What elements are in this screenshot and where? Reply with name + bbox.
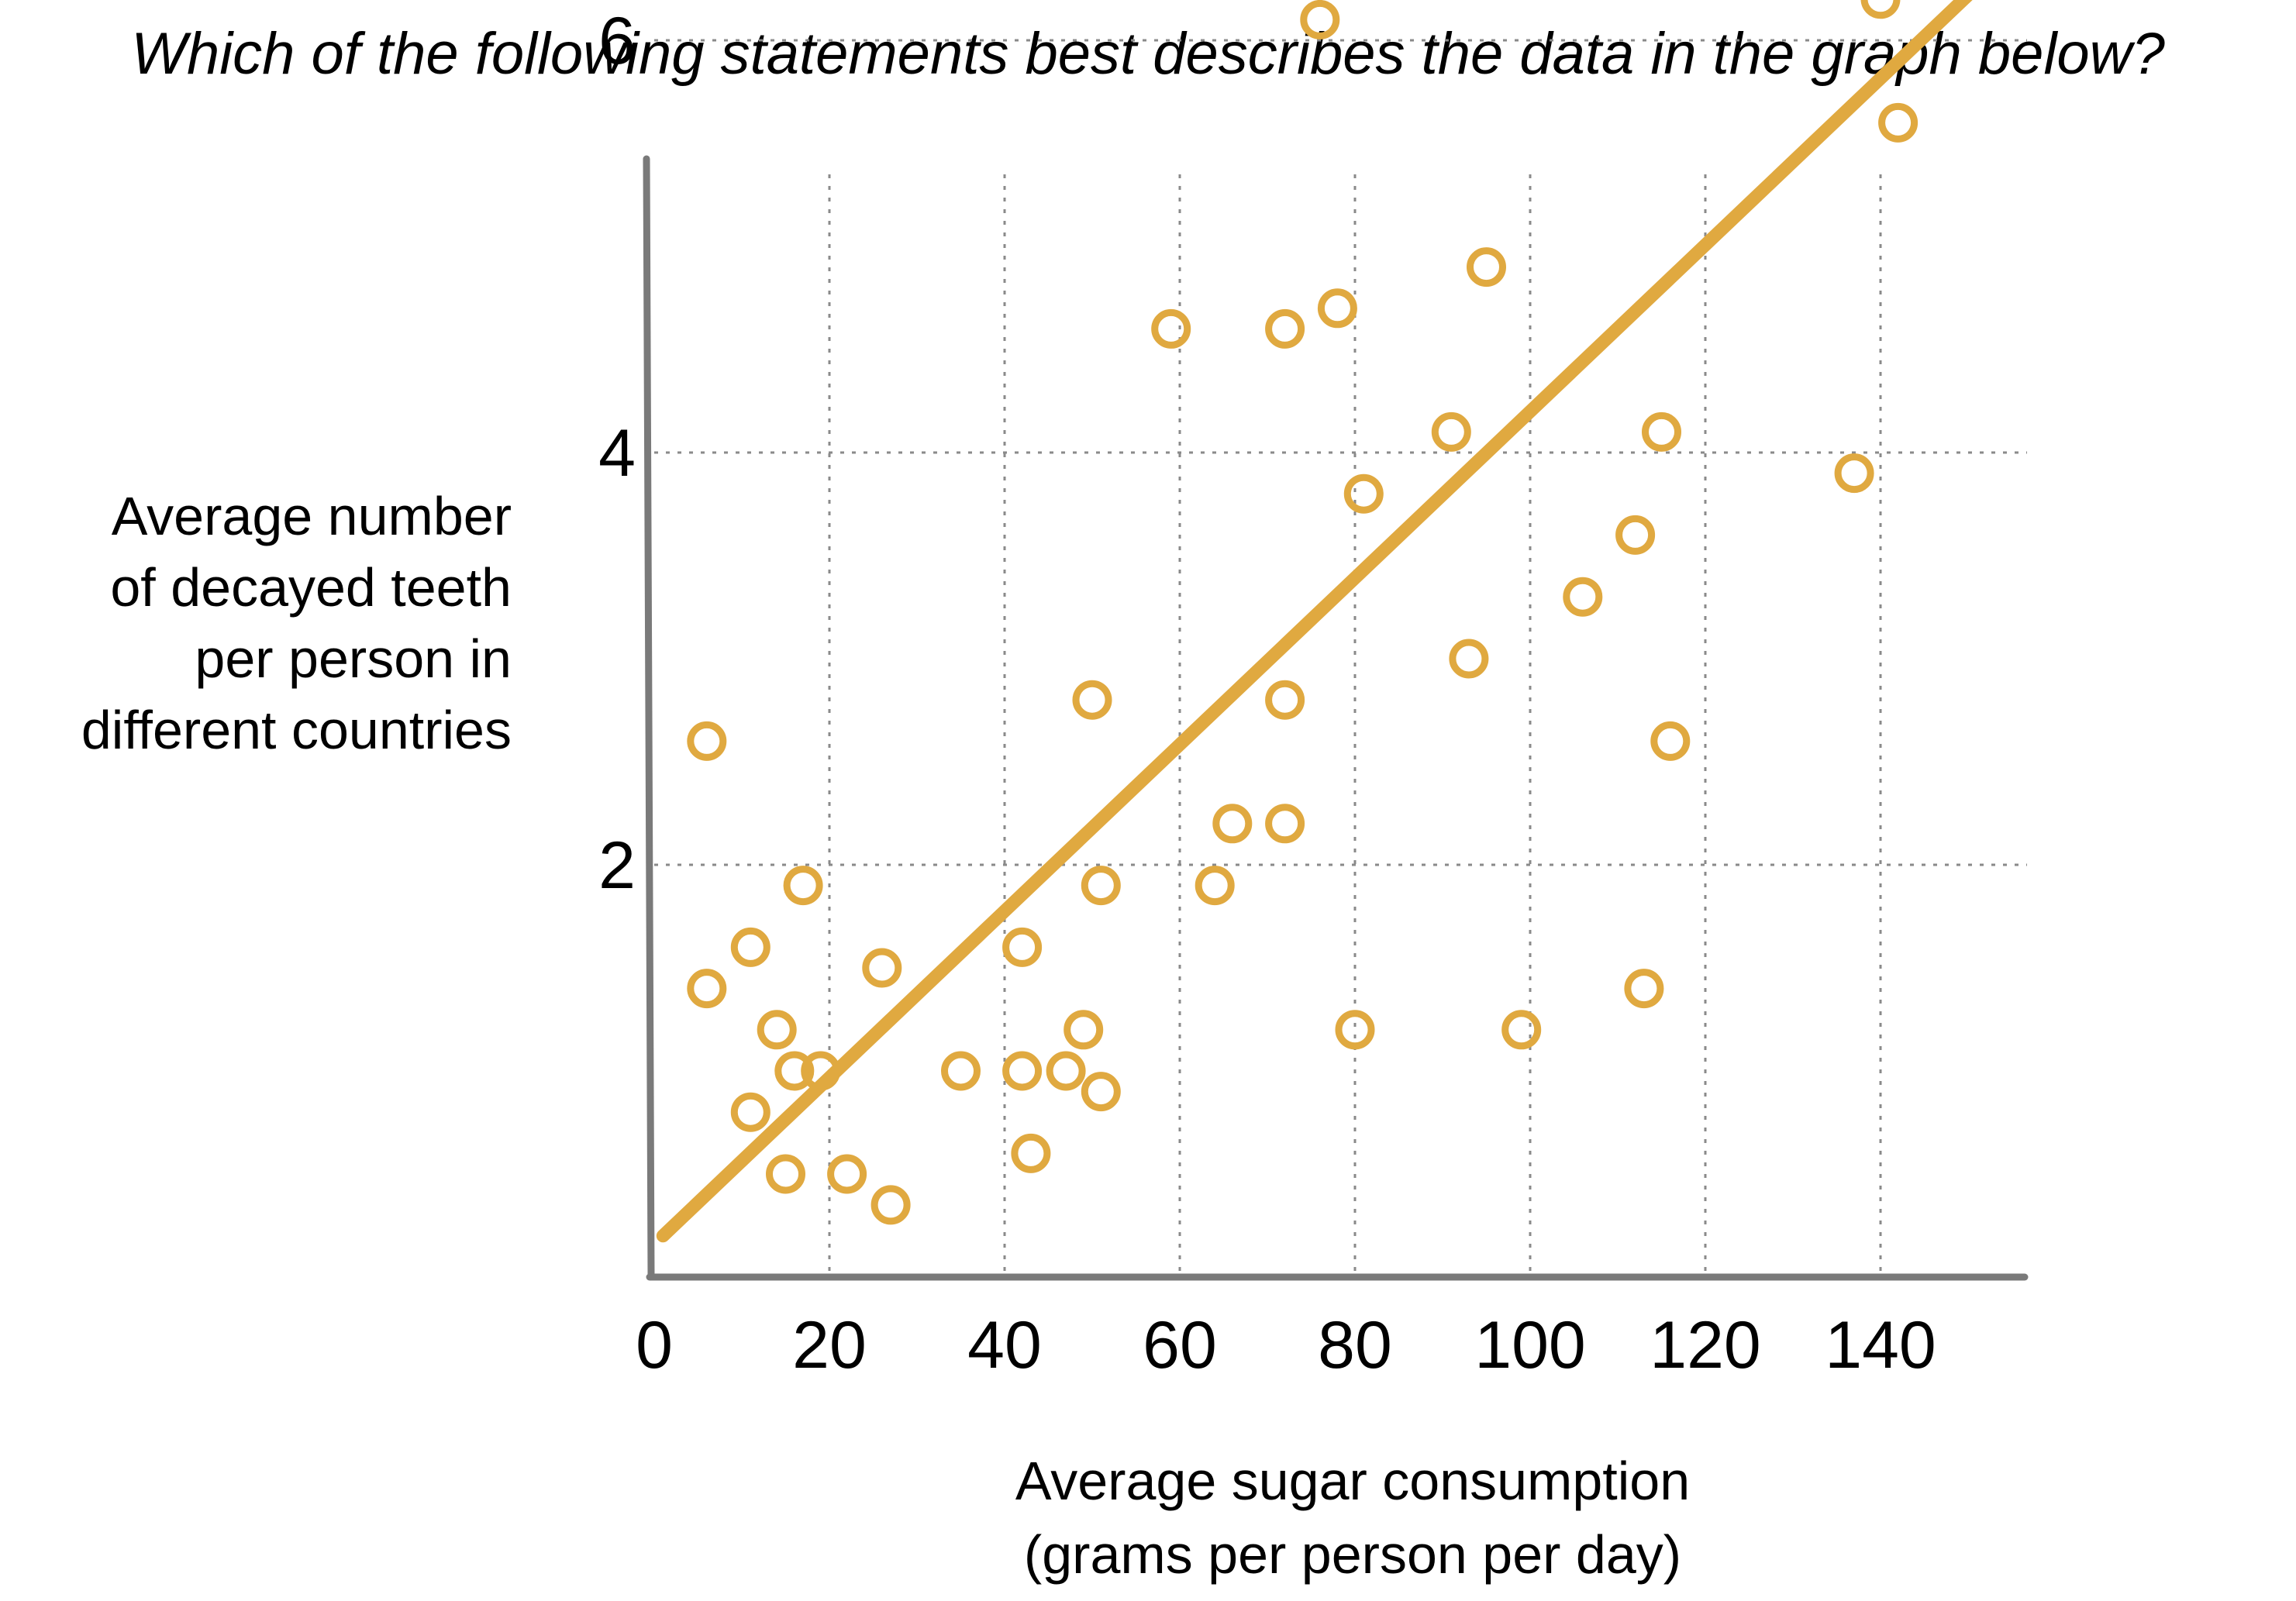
x-tick-label: 0	[636, 1308, 673, 1382]
data-point	[757, 1010, 797, 1050]
data-point	[862, 948, 902, 988]
x-axis-title: Average sugar consumption (grams per per…	[1015, 1451, 1690, 1585]
data-point	[1081, 1072, 1121, 1112]
data-point	[827, 1154, 867, 1194]
data-point	[941, 1051, 981, 1091]
data-point	[730, 927, 771, 967]
data-point	[1878, 102, 1919, 143]
data-point	[1002, 927, 1043, 967]
data-point	[1642, 411, 1681, 452]
trend-line	[656, 0, 1973, 1243]
data-point	[1064, 1010, 1104, 1050]
y-axis-title: Average number of decayed teeth per pers…	[81, 486, 512, 760]
data-point	[1834, 453, 1874, 494]
data-point	[1046, 1051, 1086, 1091]
data-point	[1002, 1051, 1043, 1091]
data-point	[1501, 1010, 1542, 1050]
y-tick-label: 6	[598, 4, 636, 78]
data-point	[1449, 639, 1489, 679]
data-point	[1615, 515, 1656, 555]
data-point	[766, 1154, 805, 1194]
grid-lines	[654, 39, 2027, 1277]
data-point	[783, 866, 823, 906]
y-axis-title-line: Average number	[112, 486, 512, 546]
data-point	[1860, 0, 1901, 19]
data-point	[1650, 721, 1691, 761]
axes	[643, 155, 2029, 1281]
data-point	[1624, 969, 1664, 1009]
x-axis-title-line: (grams per person per day)	[1024, 1524, 1681, 1585]
data-point	[1151, 308, 1191, 349]
y-axis-title-line: per person in	[195, 628, 512, 689]
data-point	[1081, 866, 1121, 906]
data-point	[1072, 680, 1112, 720]
question-text: Which of the following statements best d…	[131, 21, 2165, 87]
data-point	[1317, 288, 1357, 329]
data-point	[1265, 308, 1305, 349]
data-point	[1300, 0, 1340, 40]
data-point	[730, 1092, 771, 1132]
x-tick-label: 20	[792, 1308, 867, 1382]
y-axis-title-line: of decayed teeth	[110, 557, 512, 618]
data-point	[1212, 804, 1253, 844]
data-point	[1563, 577, 1603, 617]
x-axis-title-line: Average sugar consumption	[1015, 1451, 1690, 1511]
data-point	[1343, 473, 1384, 514]
x-tick-label: 40	[967, 1308, 1042, 1382]
data-point	[1467, 247, 1506, 287]
x-tick-label: 140	[1825, 1308, 1936, 1382]
x-tick-label: 120	[1650, 1308, 1761, 1382]
y-tick-label: 2	[598, 828, 636, 903]
data-point	[1335, 1010, 1375, 1050]
y-tick-label: 4	[598, 416, 636, 491]
x-tick-label: 80	[1318, 1308, 1392, 1382]
data-point	[1265, 804, 1305, 844]
y-axis-title-line: different countries	[81, 700, 512, 760]
data-point	[1195, 866, 1235, 906]
data-points	[687, 0, 1919, 1225]
x-tick-label: 100	[1474, 1308, 1586, 1382]
data-point	[1011, 1133, 1051, 1173]
data-point	[1265, 680, 1305, 720]
data-point	[687, 721, 727, 761]
data-point	[687, 969, 727, 1009]
data-point	[870, 1185, 911, 1225]
data-point	[774, 1051, 815, 1091]
x-tick-label: 60	[1143, 1308, 1217, 1382]
tick-labels: 020406080100120140246810	[598, 4, 1936, 1382]
data-point	[1431, 411, 1471, 452]
y-axis-line	[643, 155, 655, 1281]
